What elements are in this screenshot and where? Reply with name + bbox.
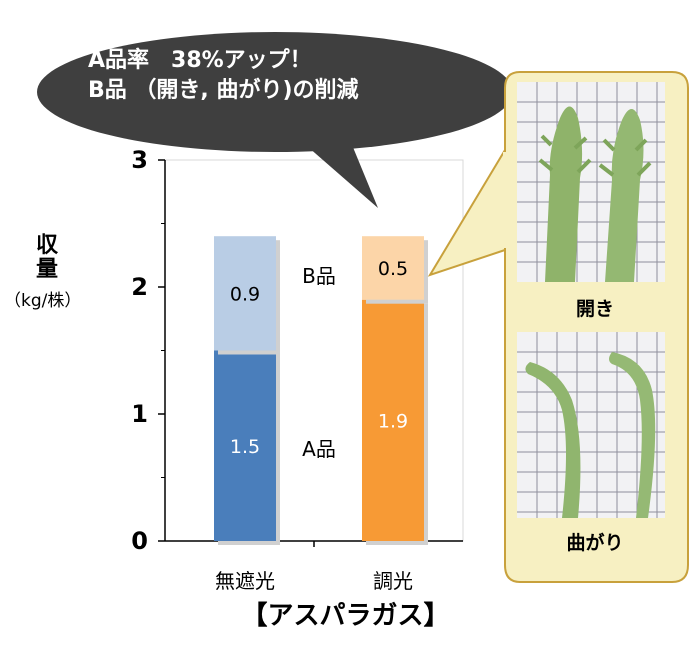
chart-title: 【アスパラガス】 <box>241 601 450 631</box>
bar-data-label: 1.5 <box>230 436 260 458</box>
y-axis-label: 収量 （kg/株） <box>4 233 81 312</box>
y-axis-unit: （kg/株） <box>4 291 82 311</box>
y-tick-label: 2 <box>131 273 148 301</box>
photo-caption-bent: 曲がり <box>566 532 624 554</box>
bar-data-label: 0.9 <box>230 283 260 305</box>
bar-segment <box>214 236 276 351</box>
callout-line-1: A品率 38%アップ！ <box>88 48 312 73</box>
bar-segment <box>362 236 424 300</box>
legend-a-label: A品 <box>302 437 336 461</box>
y-tick-label: 3 <box>131 146 148 174</box>
bar-segment <box>214 350 276 541</box>
photo-caption-open: 開き <box>575 298 614 320</box>
x-tick-label: 無遮光 <box>215 569 275 593</box>
bar-data-label: 0.5 <box>378 258 408 280</box>
legend-b-label: B品 <box>302 264 336 288</box>
callout-line-2: B品 （開き, 曲がり)の削減 <box>88 78 359 103</box>
bar-segment <box>362 299 424 541</box>
bar-data-label: 1.9 <box>378 410 408 432</box>
callout-bubble <box>37 32 513 208</box>
asparagus-bent-photo <box>517 332 665 518</box>
asparagus-open-photo <box>517 82 665 282</box>
y-axis-title: 収量 <box>35 233 58 282</box>
y-tick-label: 0 <box>131 527 148 555</box>
x-tick-label: 調光 <box>373 569 413 593</box>
callout-text: A品率 38%アップ！ B品 （開き, 曲がり)の削減 <box>88 46 488 106</box>
y-tick-label: 1 <box>131 400 148 428</box>
